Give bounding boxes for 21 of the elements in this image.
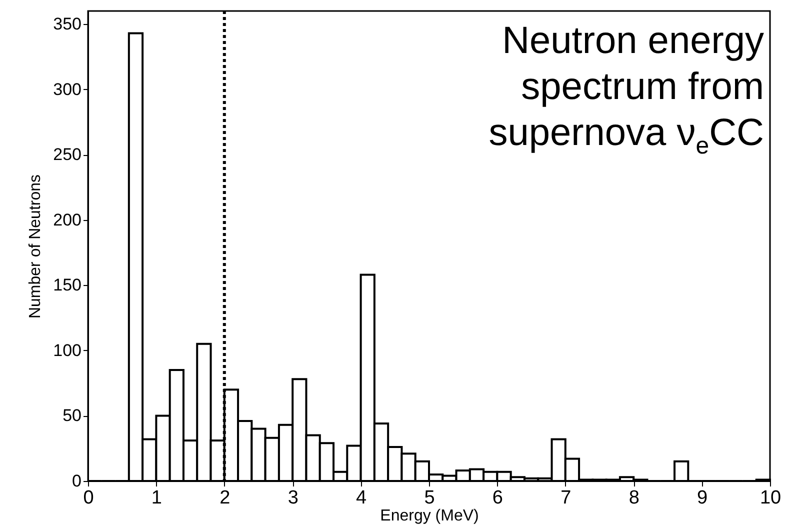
x-tick-label: 4: [356, 488, 368, 508]
y-tick-label: 350: [53, 14, 82, 34]
y-tick-label: 250: [53, 145, 82, 164]
y-tick-label: 50: [62, 406, 82, 426]
y-tick-label: 300: [53, 80, 82, 99]
x-tick-label: 2: [220, 488, 230, 508]
x-tick-label: 7: [560, 488, 572, 508]
x-tick-label: 3: [288, 488, 298, 508]
x-tick-label: 10: [760, 488, 782, 508]
x-tick-label: 6: [492, 488, 503, 508]
x-axis-title: Energy (MeV): [380, 508, 479, 524]
y-tick-label: 0: [72, 472, 82, 490]
x-tick-label: 1: [151, 488, 162, 508]
annotation: Neutron energy spectrum from supernova ν$_{e}$CC: [488, 19, 764, 162]
y-tick-label: 150: [53, 276, 82, 295]
x-tick-label: 5: [424, 488, 435, 508]
x-tick-label: 9: [697, 488, 708, 508]
y-tick-label: 200: [53, 210, 82, 230]
x-tick-label: 8: [628, 488, 640, 508]
y-axis-title: Number of Neutrons: [27, 174, 44, 319]
y-tick-label: 100: [53, 340, 82, 360]
